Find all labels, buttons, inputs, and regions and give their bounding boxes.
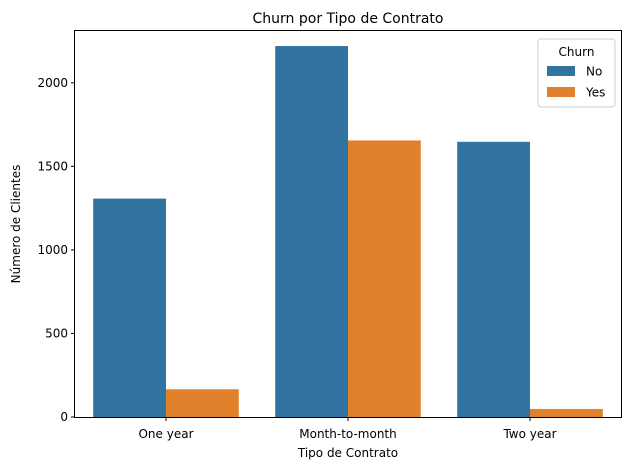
y-axis-label: Número de Clientes <box>9 165 23 284</box>
y-tick-label: 500 <box>45 326 68 340</box>
y-axis: 0 500 1000 1500 2000 <box>37 76 75 424</box>
x-tick-label: Two year <box>502 427 556 441</box>
y-tick-label: 1500 <box>37 159 68 173</box>
legend: Churn No Yes <box>537 38 616 108</box>
bar-no-month-to-month <box>275 46 348 417</box>
x-axis-label: Tipo de Contrato <box>297 446 398 460</box>
legend-label-no: No <box>586 65 602 79</box>
bar-no-two-year <box>457 141 530 418</box>
x-axis: One year Month-to-month Two year <box>138 417 557 441</box>
x-tick-label: One year <box>138 427 193 441</box>
legend-label-yes: Yes <box>585 86 605 100</box>
bar-yes-two-year <box>530 408 603 417</box>
legend-swatch-no <box>547 66 575 76</box>
legend-title: Churn <box>559 45 595 59</box>
x-tick-label: Month-to-month <box>299 427 397 441</box>
y-tick-label: 2000 <box>37 76 68 90</box>
bars-group <box>93 46 603 418</box>
bar-yes-month-to-month <box>348 140 421 417</box>
y-tick-label: 0 <box>60 410 68 424</box>
legend-swatch-yes <box>547 87 575 97</box>
chart-title: Churn por Tipo de Contrato <box>253 11 444 27</box>
bar-no-one-year <box>93 198 166 417</box>
y-tick-label: 1000 <box>37 243 68 257</box>
bar-yes-one-year <box>166 389 239 417</box>
